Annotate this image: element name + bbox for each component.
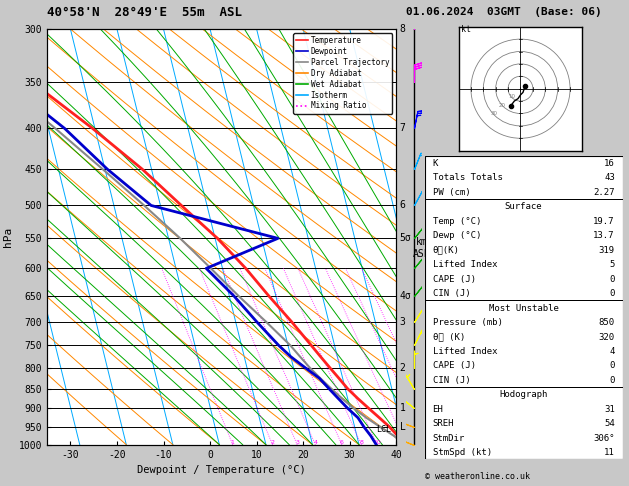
Text: 1: 1 — [400, 403, 406, 413]
Text: 0: 0 — [610, 289, 615, 298]
Text: 6: 6 — [400, 200, 406, 210]
Text: Temp (°C): Temp (°C) — [433, 217, 481, 226]
Text: 2: 2 — [400, 363, 406, 373]
Text: θᴄ(K): θᴄ(K) — [433, 246, 459, 255]
Text: 4: 4 — [610, 347, 615, 356]
Text: 19.7: 19.7 — [593, 217, 615, 226]
Text: 31: 31 — [604, 405, 615, 414]
X-axis label: Dewpoint / Temperature (°C): Dewpoint / Temperature (°C) — [137, 465, 306, 475]
Text: 7: 7 — [400, 123, 406, 134]
Text: Totals Totals: Totals Totals — [433, 174, 503, 182]
Text: 0: 0 — [610, 376, 615, 385]
Text: 5σ: 5σ — [400, 233, 411, 243]
Text: 13.7: 13.7 — [593, 231, 615, 240]
Text: 3: 3 — [400, 316, 406, 327]
Text: 20: 20 — [423, 440, 431, 445]
Text: 2.27: 2.27 — [593, 188, 615, 197]
Text: CAPE (J): CAPE (J) — [433, 275, 476, 284]
Text: 4σ: 4σ — [400, 291, 411, 301]
Text: 306°: 306° — [593, 434, 615, 443]
Text: Lifted Index: Lifted Index — [433, 347, 497, 356]
Text: Pressure (mb): Pressure (mb) — [433, 318, 503, 327]
Text: 25: 25 — [440, 440, 448, 445]
Text: CAPE (J): CAPE (J) — [433, 362, 476, 370]
Text: StmDir: StmDir — [433, 434, 465, 443]
Text: 8: 8 — [360, 440, 364, 445]
Text: 30: 30 — [490, 111, 498, 117]
Text: 15: 15 — [403, 440, 410, 445]
Text: 320: 320 — [599, 332, 615, 342]
Y-axis label: km
ASL: km ASL — [413, 237, 430, 259]
Text: 11: 11 — [604, 448, 615, 457]
Text: Lifted Index: Lifted Index — [433, 260, 497, 269]
Text: 0: 0 — [610, 275, 615, 284]
Text: 4: 4 — [313, 440, 318, 445]
Text: 0: 0 — [610, 362, 615, 370]
Text: 43: 43 — [604, 174, 615, 182]
Text: 10: 10 — [508, 94, 515, 99]
Text: 54: 54 — [604, 419, 615, 428]
Text: 8: 8 — [400, 24, 406, 34]
Text: PW (cm): PW (cm) — [433, 188, 470, 197]
Text: CIN (J): CIN (J) — [433, 376, 470, 385]
Text: SREH: SREH — [433, 419, 454, 428]
Text: 20: 20 — [499, 103, 506, 107]
Text: 40°58'N  28°49'E  55m  ASL: 40°58'N 28°49'E 55m ASL — [47, 6, 242, 19]
Text: θᴄ (K): θᴄ (K) — [433, 332, 465, 342]
Text: © weatheronline.co.uk: © weatheronline.co.uk — [425, 472, 530, 481]
Text: Hodograph: Hodograph — [499, 390, 548, 399]
FancyBboxPatch shape — [425, 156, 623, 459]
Text: Most Unstable: Most Unstable — [489, 304, 559, 312]
Text: Surface: Surface — [505, 202, 542, 211]
Text: 10: 10 — [373, 440, 381, 445]
Text: 16: 16 — [604, 159, 615, 168]
Text: K: K — [433, 159, 438, 168]
Text: kt: kt — [461, 25, 471, 34]
Text: CIN (J): CIN (J) — [433, 289, 470, 298]
Text: EH: EH — [433, 405, 443, 414]
Y-axis label: hPa: hPa — [3, 227, 13, 247]
Text: Dewp (°C): Dewp (°C) — [433, 231, 481, 240]
Text: 850: 850 — [599, 318, 615, 327]
Text: 01.06.2024  03GMT  (Base: 06): 01.06.2024 03GMT (Base: 06) — [406, 7, 601, 17]
Text: 6: 6 — [340, 440, 344, 445]
Text: StmSpd (kt): StmSpd (kt) — [433, 448, 492, 457]
Text: 5: 5 — [610, 260, 615, 269]
Text: 2: 2 — [270, 440, 274, 445]
Text: 3: 3 — [295, 440, 299, 445]
Text: 1: 1 — [231, 440, 235, 445]
Text: L: L — [400, 422, 406, 432]
Legend: Temperature, Dewpoint, Parcel Trajectory, Dry Adiabat, Wet Adiabat, Isotherm, Mi: Temperature, Dewpoint, Parcel Trajectory… — [293, 33, 392, 114]
Text: LCL: LCL — [377, 425, 392, 434]
Text: 319: 319 — [599, 246, 615, 255]
